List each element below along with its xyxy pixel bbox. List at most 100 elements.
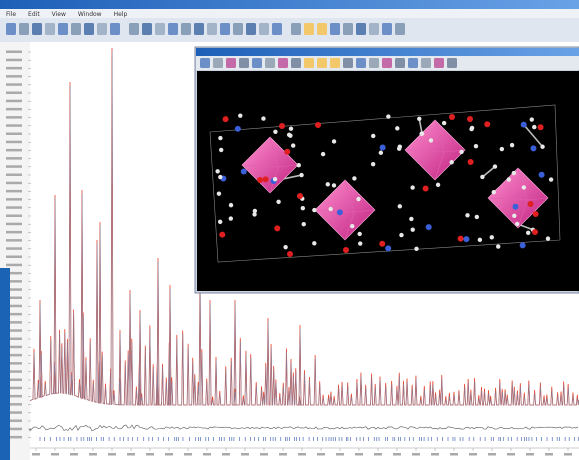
toolbar-button[interactable] bbox=[168, 23, 178, 35]
atom bbox=[414, 247, 418, 251]
toolbar-button[interactable] bbox=[343, 58, 353, 68]
toolbar-button[interactable] bbox=[317, 23, 327, 35]
menu-item[interactable]: File bbox=[6, 11, 16, 18]
toolbar-button[interactable] bbox=[382, 58, 392, 68]
menu-item[interactable]: View bbox=[52, 11, 66, 18]
toolbar-button[interactable] bbox=[265, 58, 275, 68]
atom bbox=[410, 185, 414, 189]
atom bbox=[219, 232, 225, 238]
toolbar-button[interactable] bbox=[194, 23, 204, 35]
toolbar-button[interactable] bbox=[356, 23, 366, 35]
toolbar-button[interactable] bbox=[233, 23, 243, 35]
atom bbox=[520, 242, 526, 248]
atom bbox=[513, 204, 519, 210]
toolbar-button[interactable] bbox=[19, 23, 29, 35]
toolbar-button[interactable] bbox=[252, 58, 262, 68]
menu-item[interactable]: Window bbox=[78, 11, 102, 18]
toolbar-button[interactable] bbox=[304, 58, 314, 68]
atom bbox=[218, 136, 222, 140]
x-tick-glyph bbox=[355, 453, 363, 456]
toolbar-button[interactable] bbox=[278, 58, 288, 68]
menu-item[interactable]: Help bbox=[114, 11, 128, 18]
atom bbox=[409, 217, 413, 221]
toolbar-button[interactable] bbox=[45, 23, 55, 35]
atom bbox=[326, 182, 330, 186]
toolbar-button[interactable] bbox=[213, 58, 223, 68]
y-tick-glyph bbox=[6, 165, 22, 168]
x-tick-glyph bbox=[564, 453, 572, 456]
atom bbox=[350, 224, 354, 228]
atom bbox=[398, 204, 402, 208]
toolbar-button[interactable] bbox=[226, 58, 236, 68]
atom bbox=[219, 148, 223, 152]
toolbar-button[interactable] bbox=[343, 23, 353, 35]
toolbar-button[interactable] bbox=[291, 58, 301, 68]
toolbar-button[interactable] bbox=[291, 23, 301, 35]
toolbar-button[interactable] bbox=[84, 23, 94, 35]
toolbar-button[interactable] bbox=[395, 23, 405, 35]
toolbar-button[interactable] bbox=[330, 23, 340, 35]
difference-curve bbox=[30, 425, 578, 431]
toolbar-button[interactable] bbox=[207, 23, 217, 35]
x-tick-glyph bbox=[317, 453, 325, 456]
toolbar-button[interactable] bbox=[408, 58, 418, 68]
atom bbox=[528, 201, 534, 207]
toolbar-button[interactable] bbox=[6, 23, 16, 35]
toolbar-button[interactable] bbox=[434, 58, 444, 68]
toolbar-button[interactable] bbox=[395, 58, 405, 68]
toolbar-button[interactable] bbox=[246, 23, 256, 35]
atom bbox=[399, 233, 403, 237]
y-tick-glyph bbox=[6, 157, 22, 160]
toolbar-button[interactable] bbox=[142, 23, 152, 35]
atom bbox=[301, 206, 305, 210]
oxygen-atom bbox=[467, 116, 473, 122]
toolbar-button[interactable] bbox=[32, 23, 42, 35]
toolbar-button[interactable] bbox=[155, 23, 165, 35]
x-tick-glyph bbox=[184, 453, 192, 456]
atom bbox=[458, 236, 464, 242]
toolbar-button[interactable] bbox=[369, 23, 379, 35]
toolbar-button[interactable] bbox=[317, 58, 327, 68]
menu-item[interactable]: Edit bbox=[28, 11, 40, 18]
y-tick-glyph bbox=[6, 116, 22, 119]
toolbar-button[interactable] bbox=[259, 23, 269, 35]
y-tick-glyph bbox=[6, 190, 22, 193]
toolbar-button[interactable] bbox=[304, 23, 314, 35]
toolbar-button[interactable] bbox=[110, 23, 120, 35]
y-tick-glyph bbox=[6, 51, 22, 54]
atom bbox=[530, 145, 536, 151]
atom bbox=[465, 213, 469, 217]
toolbar-button[interactable] bbox=[330, 58, 340, 68]
toolbar-button[interactable] bbox=[382, 23, 392, 35]
atom bbox=[426, 224, 432, 230]
toolbar-button[interactable] bbox=[272, 23, 282, 35]
atom bbox=[478, 238, 482, 242]
toolbar-button[interactable] bbox=[421, 58, 431, 68]
toolbar-button[interactable] bbox=[71, 23, 81, 35]
atom bbox=[385, 245, 391, 251]
atom bbox=[297, 163, 301, 167]
y-tick-glyph bbox=[6, 264, 22, 267]
toolbar-button[interactable] bbox=[200, 58, 210, 68]
atom bbox=[429, 138, 433, 142]
toolbar-button[interactable] bbox=[97, 23, 107, 35]
atom bbox=[459, 150, 463, 154]
toolbar-button[interactable] bbox=[369, 58, 379, 68]
atom bbox=[549, 177, 553, 181]
toolbar-button[interactable] bbox=[356, 58, 366, 68]
toolbar-button[interactable] bbox=[181, 23, 191, 35]
atom bbox=[379, 241, 385, 247]
toolbar-button[interactable] bbox=[239, 58, 249, 68]
toolbar-button[interactable] bbox=[447, 58, 457, 68]
toolbar-button[interactable] bbox=[129, 23, 139, 35]
toolbar-button[interactable] bbox=[58, 23, 68, 35]
atom bbox=[546, 236, 550, 240]
x-tick-glyph bbox=[450, 453, 458, 456]
atom bbox=[449, 160, 453, 164]
title-bar bbox=[0, 0, 579, 9]
oxygen-atom bbox=[297, 193, 303, 199]
toolbar-button[interactable] bbox=[220, 23, 230, 35]
x-tick-glyph bbox=[412, 453, 420, 456]
atom bbox=[522, 185, 526, 189]
atom bbox=[474, 144, 478, 148]
